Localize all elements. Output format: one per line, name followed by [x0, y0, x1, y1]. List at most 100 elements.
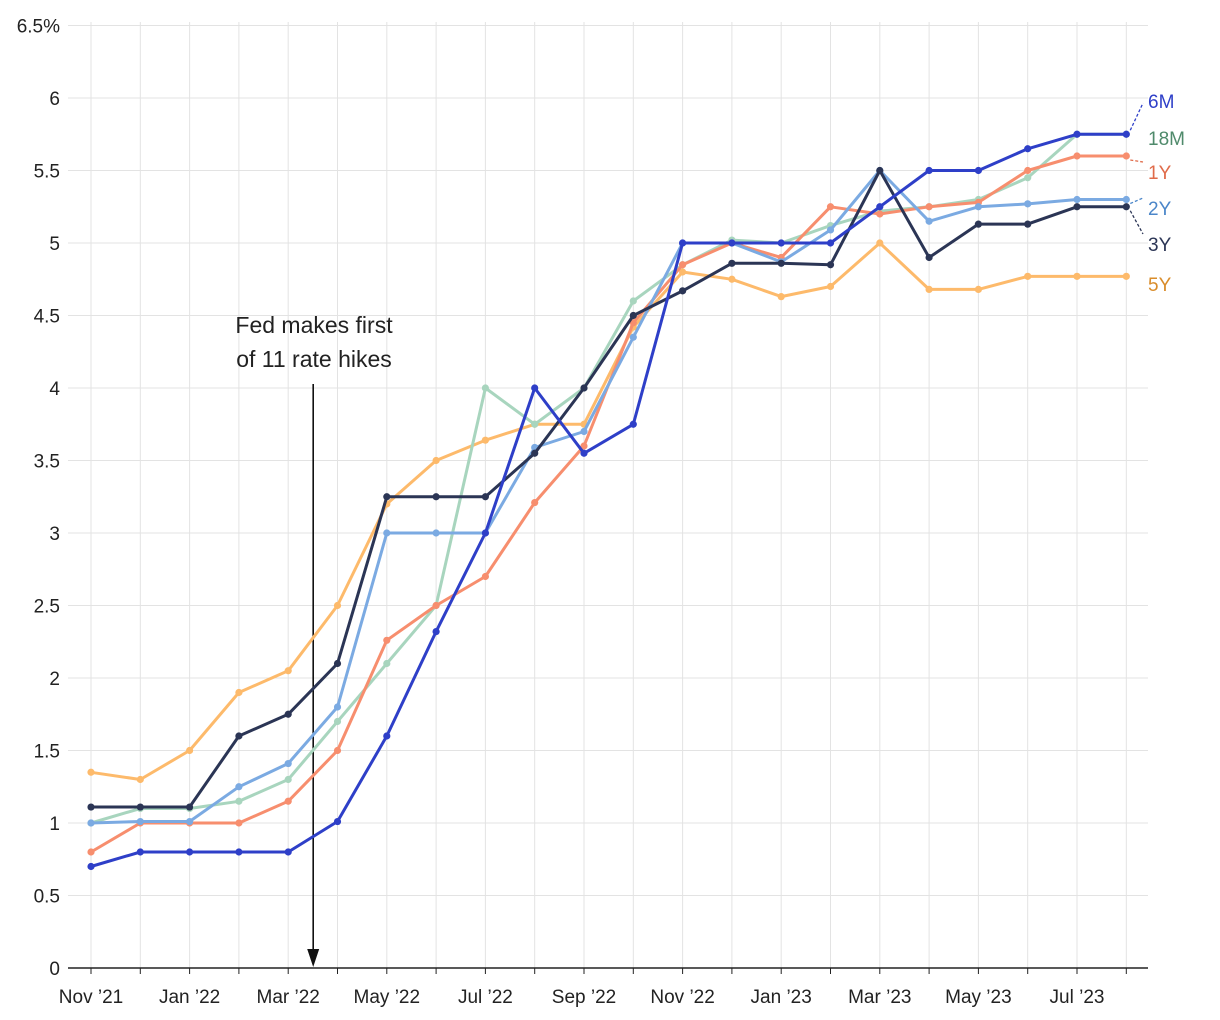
- data-point-3Y: [629, 311, 637, 320]
- leader-line-1Y: [1130, 159, 1144, 163]
- data-point-6M: [974, 166, 983, 175]
- data-point-6M: [531, 384, 539, 392]
- annotation-line-1: Fed makes first: [235, 312, 393, 338]
- data-point-5Y: [136, 775, 144, 784]
- data-point-2Y: [235, 783, 243, 791]
- data-point-1Y: [826, 203, 835, 211]
- data-point-2Y: [580, 427, 588, 436]
- data-point-3Y: [876, 166, 884, 175]
- series-line-2Y: [89, 169, 1128, 825]
- y-tick-label: 3: [49, 524, 60, 545]
- data-point-1Y: [432, 601, 440, 610]
- annotation: Fed makes first of 11 rate hikes: [235, 312, 393, 967]
- x-tick-label: Sep ’22: [552, 987, 616, 1008]
- data-point-2Y: [1024, 200, 1032, 208]
- data-point-3Y: [284, 710, 292, 718]
- series-6M: [87, 130, 1130, 871]
- data-point-6M: [1122, 130, 1130, 138]
- data-point-18M: [531, 420, 539, 428]
- y-axis: 0 0.5 1 1.5 2 2.5 3 3.5 4 4.5 5 5.5 6 6.5%: [17, 17, 61, 981]
- data-point-5Y: [1073, 272, 1081, 280]
- data-point-3Y: [531, 449, 539, 457]
- data-point-6M: [432, 628, 440, 636]
- data-point-6M: [87, 862, 95, 871]
- data-point-3Y: [87, 803, 95, 811]
- data-point-3Y: [235, 732, 243, 740]
- y-tick-label: 6: [49, 89, 60, 110]
- series-label-5Y: 5Y: [1148, 275, 1172, 296]
- data-point-6M: [186, 848, 194, 856]
- x-tick-label: Jul ’23: [1050, 987, 1105, 1008]
- data-point-3Y: [1024, 220, 1032, 228]
- series-line-5Y: [89, 241, 1128, 781]
- y-tick-label: 5.5: [34, 162, 60, 183]
- y-tick-label: 4.5: [34, 307, 60, 328]
- data-point-1Y: [580, 442, 588, 450]
- data-point-5Y: [284, 667, 292, 675]
- data-point-1Y: [333, 746, 342, 755]
- data-point-5Y: [481, 436, 489, 444]
- x-tick-label: Jan ’22: [159, 987, 220, 1008]
- data-point-1Y: [531, 498, 539, 507]
- leader-line-2Y: [1130, 197, 1144, 205]
- data-point-1Y: [629, 319, 637, 327]
- data-point-6M: [679, 239, 687, 247]
- series-line-18M: [89, 132, 1128, 825]
- data-point-1Y: [925, 203, 933, 211]
- data-point-2Y: [333, 703, 342, 711]
- data-point-18M: [1024, 174, 1032, 182]
- data-point-2Y: [284, 759, 292, 768]
- data-point-3Y: [679, 287, 687, 295]
- annotation-arrow-head: [307, 949, 320, 967]
- y-tick-label: 0.5: [34, 887, 60, 908]
- data-point-6M: [629, 420, 637, 428]
- series-18M: [87, 130, 1130, 827]
- x-axis: Nov ’21 Jan ’22 Mar ’22 May ’22 Jul ’22 Sep ’…: [59, 967, 1148, 1008]
- gridlines: [68, 22, 1148, 968]
- data-point-1Y: [235, 819, 243, 827]
- data-point-18M: [481, 384, 489, 392]
- y-tick-label: 6.5%: [17, 17, 60, 38]
- data-point-5Y: [925, 285, 933, 293]
- data-point-1Y: [876, 210, 884, 218]
- data-point-6M: [777, 239, 785, 247]
- data-point-1Y: [1122, 152, 1130, 160]
- data-point-5Y: [876, 239, 884, 247]
- data-point-6M: [333, 817, 342, 826]
- data-point-6M: [826, 239, 835, 247]
- series-3Y: [87, 166, 1130, 811]
- data-point-3Y: [383, 493, 391, 501]
- data-point-2Y: [974, 203, 983, 211]
- data-point-3Y: [1073, 203, 1081, 211]
- y-tick-label: 4: [49, 379, 60, 400]
- data-point-5Y: [235, 688, 243, 697]
- data-point-5Y: [679, 268, 687, 276]
- data-point-18M: [235, 797, 243, 805]
- data-point-3Y: [580, 384, 588, 392]
- data-point-1Y: [383, 636, 391, 644]
- series-line-3Y: [89, 169, 1128, 809]
- y-tick-label: 3.5: [34, 452, 60, 473]
- data-point-2Y: [629, 333, 637, 341]
- data-point-1Y: [1024, 166, 1032, 175]
- data-point-6M: [925, 166, 933, 175]
- data-point-6M: [876, 203, 884, 211]
- data-point-6M: [1073, 130, 1081, 138]
- leader-line-3Y: [1129, 210, 1144, 235]
- data-point-5Y: [87, 768, 95, 776]
- data-point-1Y: [284, 797, 292, 805]
- data-point-3Y: [186, 803, 194, 811]
- data-point-6M: [1024, 145, 1032, 153]
- data-point-6M: [383, 732, 391, 740]
- data-point-3Y: [777, 259, 785, 267]
- data-point-5Y: [777, 293, 785, 301]
- annotation-line-2: of 11 rate hikes: [236, 346, 392, 372]
- data-point-2Y: [925, 217, 933, 225]
- series-5Y: [87, 239, 1130, 784]
- data-point-6M: [284, 848, 292, 856]
- data-point-6M: [235, 848, 243, 856]
- data-point-1Y: [481, 572, 489, 581]
- series-label-6M: 6M: [1148, 92, 1174, 113]
- data-point-3Y: [136, 803, 144, 811]
